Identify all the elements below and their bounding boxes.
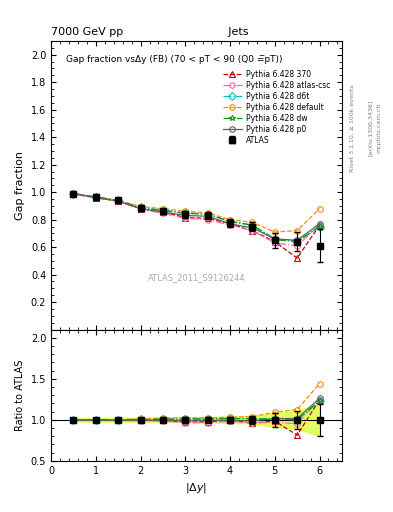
Pythia 6.428 d6t <box>250 222 255 228</box>
Pythia 6.428 370 <box>317 222 322 228</box>
Pythia 6.428 p0 <box>161 209 165 215</box>
Pythia 6.428 atlas-csc <box>138 206 143 212</box>
Pythia 6.428 atlas-csc <box>205 217 210 223</box>
Line: Pythia 6.428 p0: Pythia 6.428 p0 <box>71 191 322 243</box>
Pythia 6.428 dw <box>250 222 255 228</box>
Pythia 6.428 p0 <box>317 221 322 227</box>
Line: Pythia 6.428 default: Pythia 6.428 default <box>71 191 322 235</box>
Pythia 6.428 370 <box>138 206 143 212</box>
Line: Pythia 6.428 dw: Pythia 6.428 dw <box>71 191 322 244</box>
Pythia 6.428 dw <box>272 237 277 243</box>
Pythia 6.428 370 <box>183 215 188 221</box>
Pythia 6.428 default <box>94 194 98 200</box>
Pythia 6.428 370 <box>228 221 232 227</box>
Pythia 6.428 d6t <box>295 239 299 245</box>
X-axis label: $|\Delta y|$: $|\Delta y|$ <box>185 481 208 495</box>
Text: 7000 GeV pp                              Jets: 7000 GeV pp Jets <box>51 28 249 37</box>
Legend: Pythia 6.428 370, Pythia 6.428 atlas-csc, Pythia 6.428 d6t, Pythia 6.428 default: Pythia 6.428 370, Pythia 6.428 atlas-csc… <box>220 68 332 147</box>
Pythia 6.428 d6t <box>205 211 210 217</box>
Pythia 6.428 p0 <box>228 221 232 227</box>
Pythia 6.428 370 <box>94 195 98 201</box>
Y-axis label: Gap fraction: Gap fraction <box>15 151 25 220</box>
Pythia 6.428 p0 <box>94 195 98 201</box>
Pythia 6.428 d6t <box>116 197 121 203</box>
Pythia 6.428 default <box>228 217 232 223</box>
Pythia 6.428 dw <box>228 219 232 225</box>
Pythia 6.428 370 <box>295 255 299 261</box>
Pythia 6.428 d6t <box>317 223 322 229</box>
Pythia 6.428 p0 <box>116 198 121 204</box>
Pythia 6.428 dw <box>161 208 165 214</box>
Pythia 6.428 dw <box>116 197 121 203</box>
Pythia 6.428 default <box>205 210 210 216</box>
Pythia 6.428 atlas-csc <box>71 191 76 197</box>
Pythia 6.428 dw <box>295 239 299 245</box>
Pythia 6.428 atlas-csc <box>295 243 299 249</box>
Pythia 6.428 p0 <box>71 190 76 197</box>
Pythia 6.428 atlas-csc <box>317 222 322 228</box>
Pythia 6.428 default <box>138 203 143 209</box>
Pythia 6.428 p0 <box>205 213 210 219</box>
Pythia 6.428 d6t <box>94 194 98 200</box>
Pythia 6.428 atlas-csc <box>272 240 277 246</box>
Line: Pythia 6.428 atlas-csc: Pythia 6.428 atlas-csc <box>71 191 322 248</box>
Pythia 6.428 dw <box>183 210 188 217</box>
Pythia 6.428 default <box>272 229 277 235</box>
Pythia 6.428 dw <box>205 211 210 217</box>
Pythia 6.428 370 <box>250 227 255 233</box>
Pythia 6.428 d6t <box>161 207 165 213</box>
Pythia 6.428 d6t <box>272 236 277 242</box>
Text: [arXiv:1306.3436]: [arXiv:1306.3436] <box>367 100 373 156</box>
Text: Rivet 3.1.10, ≥ 100k events: Rivet 3.1.10, ≥ 100k events <box>350 84 355 172</box>
Pythia 6.428 p0 <box>250 225 255 231</box>
Pythia 6.428 atlas-csc <box>250 227 255 233</box>
Pythia 6.428 d6t <box>228 218 232 224</box>
Pythia 6.428 p0 <box>183 212 188 219</box>
Text: ATLAS_2011_S9126244: ATLAS_2011_S9126244 <box>148 273 245 282</box>
Pythia 6.428 default <box>71 190 76 197</box>
Pythia 6.428 370 <box>205 215 210 221</box>
Pythia 6.428 dw <box>317 223 322 229</box>
Pythia 6.428 dw <box>71 190 76 197</box>
Pythia 6.428 atlas-csc <box>161 210 165 217</box>
Pythia 6.428 p0 <box>272 236 277 242</box>
Pythia 6.428 370 <box>116 198 121 204</box>
Pythia 6.428 default <box>116 197 121 203</box>
Pythia 6.428 dw <box>94 194 98 200</box>
Line: Pythia 6.428 370: Pythia 6.428 370 <box>71 191 322 261</box>
Pythia 6.428 370 <box>161 209 165 215</box>
Text: Gap fraction vsΔy (FB) (70 < pT < 90 (Q0 =̅pT)): Gap fraction vsΔy (FB) (70 < pT < 90 (Q0… <box>66 55 282 65</box>
Pythia 6.428 370 <box>71 191 76 197</box>
Line: Pythia 6.428 d6t: Pythia 6.428 d6t <box>71 191 322 244</box>
Pythia 6.428 default <box>161 206 165 212</box>
Pythia 6.428 370 <box>272 239 277 245</box>
Pythia 6.428 p0 <box>295 237 299 243</box>
Pythia 6.428 p0 <box>138 206 143 212</box>
Pythia 6.428 atlas-csc <box>183 215 188 221</box>
Pythia 6.428 d6t <box>183 210 188 216</box>
Pythia 6.428 default <box>317 206 322 212</box>
Pythia 6.428 atlas-csc <box>116 198 121 204</box>
Pythia 6.428 default <box>183 208 188 215</box>
Text: mcplots.cern.ch: mcplots.cern.ch <box>376 103 382 153</box>
Pythia 6.428 atlas-csc <box>228 222 232 228</box>
Pythia 6.428 atlas-csc <box>94 195 98 201</box>
Pythia 6.428 dw <box>138 205 143 211</box>
Pythia 6.428 d6t <box>71 190 76 197</box>
Y-axis label: Ratio to ATLAS: Ratio to ATLAS <box>15 359 25 431</box>
Pythia 6.428 default <box>250 219 255 225</box>
Pythia 6.428 default <box>295 227 299 233</box>
Pythia 6.428 d6t <box>138 204 143 210</box>
